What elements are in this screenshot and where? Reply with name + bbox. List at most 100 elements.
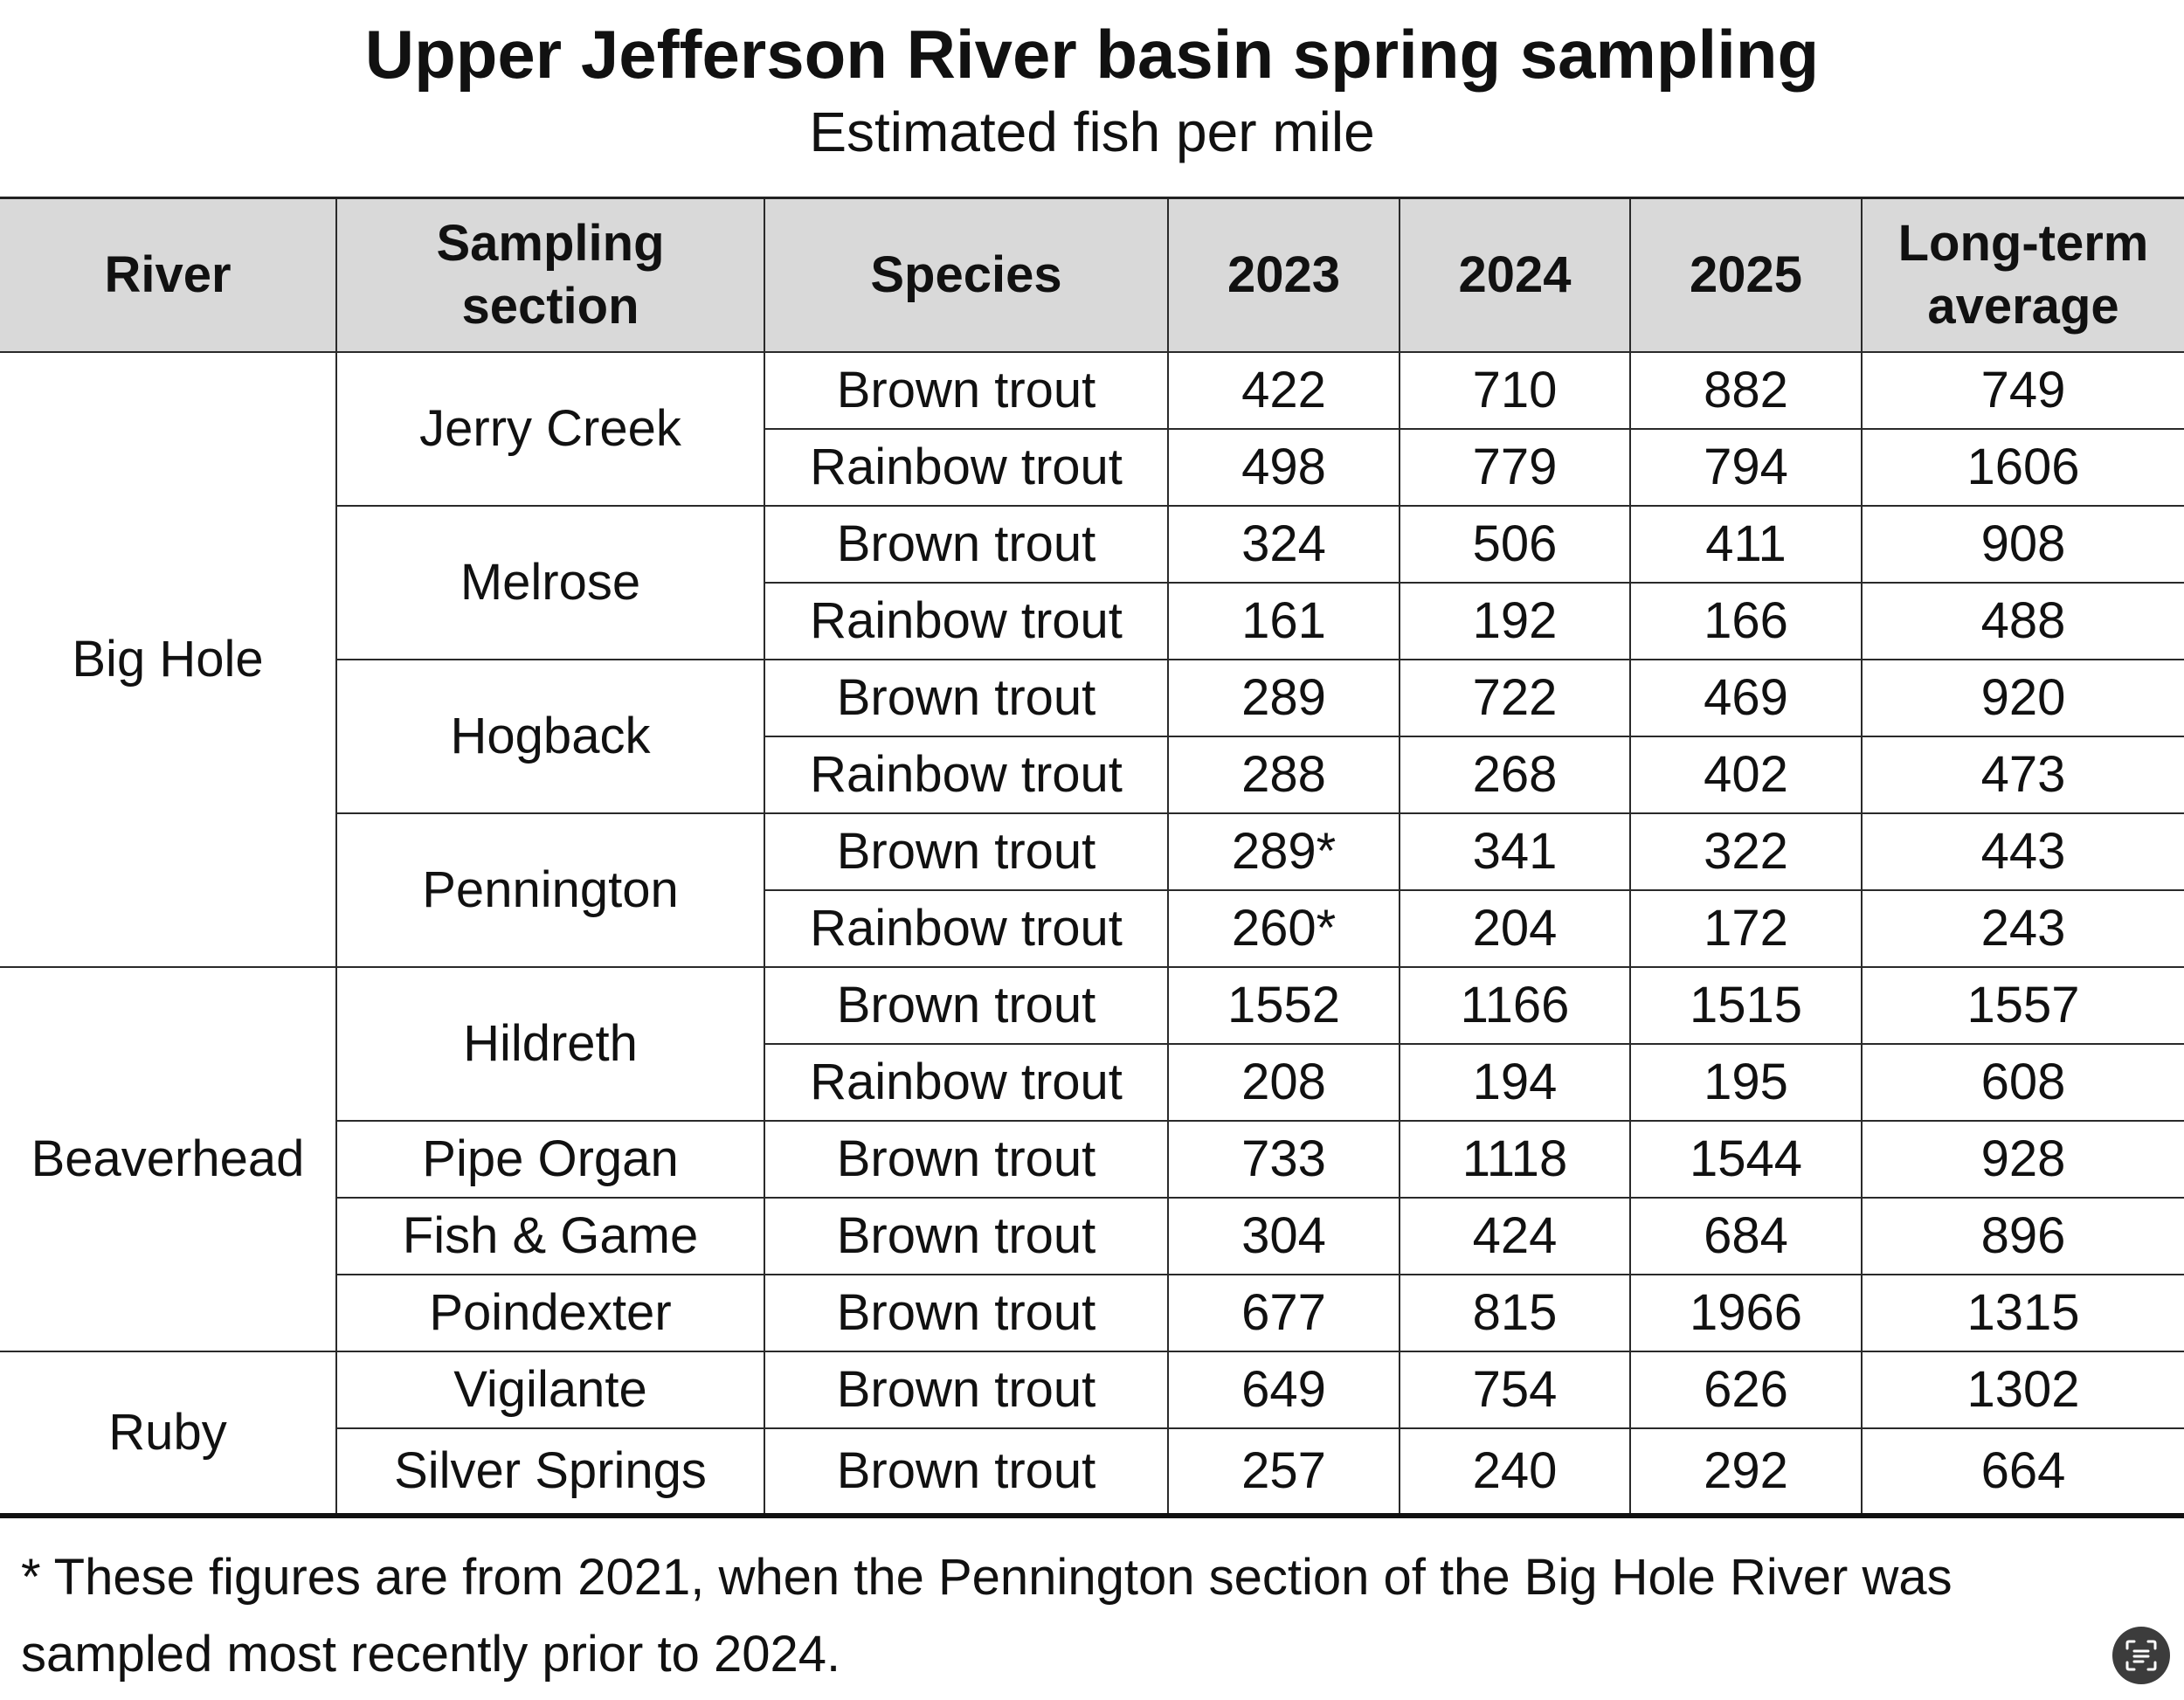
species-cell: Brown trout bbox=[764, 1351, 1169, 1429]
col-header-average: Long-term average bbox=[1861, 197, 2184, 353]
value-2023-cell: 1552 bbox=[1167, 966, 1400, 1045]
value-2023-cell: 649 bbox=[1167, 1351, 1400, 1429]
value-2023-cell: 422 bbox=[1167, 351, 1400, 430]
section-cell-pennington: Pennington bbox=[336, 812, 765, 968]
value-average-cell: 928 bbox=[1861, 1120, 2184, 1199]
section-cell-vigilante: Vigilante bbox=[335, 1351, 765, 1429]
value-2025-cell: 402 bbox=[1629, 736, 1863, 814]
species-cell: Brown trout bbox=[764, 812, 1169, 891]
value-2023-cell: 677 bbox=[1167, 1274, 1400, 1352]
table-row: Hogback Brown trout 289 722 469 920 bbox=[0, 659, 2184, 814]
species-cell: Brown trout bbox=[764, 1274, 1169, 1352]
species-cell: Rainbow trout bbox=[764, 736, 1169, 814]
section-cell-hogback: Hogback bbox=[336, 659, 765, 814]
species-cell: Brown trout bbox=[764, 1120, 1169, 1199]
value-2025-cell: 626 bbox=[1629, 1351, 1863, 1429]
species-cell: Rainbow trout bbox=[764, 1043, 1169, 1122]
value-2024-cell: 815 bbox=[1399, 1274, 1631, 1352]
col-header-section-line2: section bbox=[461, 278, 639, 335]
value-average-cell: 1302 bbox=[1861, 1351, 2184, 1429]
species-cell: Brown trout bbox=[764, 1197, 1169, 1275]
value-2023-cell: 161 bbox=[1167, 582, 1400, 660]
table-row: Rainbow trout 208 194 195 608 bbox=[0, 1043, 2184, 1122]
fish-sampling-table: River Sampling section Species 2023 2024… bbox=[0, 197, 2184, 1518]
value-2025-cell: 1515 bbox=[1629, 966, 1863, 1045]
table-row: Pennington Brown trout 289* 341 322 443 bbox=[0, 812, 2184, 968]
col-header-species: Species bbox=[764, 197, 1169, 353]
value-2024-cell: 268 bbox=[1399, 736, 1631, 814]
value-average-cell: 908 bbox=[1861, 505, 2184, 584]
species-cell: Brown trout bbox=[764, 1427, 1169, 1517]
value-2025-cell: 411 bbox=[1629, 505, 1863, 584]
value-2024-cell: 1118 bbox=[1399, 1120, 1631, 1199]
value-2024-cell: 710 bbox=[1399, 351, 1631, 430]
section-cell-silver-springs: Silver Springs bbox=[336, 1427, 765, 1517]
value-2025-cell: 882 bbox=[1629, 351, 1863, 430]
section-cell-jerry-creek: Jerry Creek bbox=[335, 351, 765, 507]
species-cell: Brown trout bbox=[764, 351, 1169, 430]
footnote: * These figures are from 2021, when the … bbox=[21, 1539, 2153, 1693]
table-row: Rainbow trout 161 192 166 488 bbox=[0, 582, 2184, 660]
col-header-river: River bbox=[0, 197, 337, 353]
footnote-line1: * These figures are from 2021, when the … bbox=[21, 1549, 1952, 1606]
value-2024-cell: 204 bbox=[1399, 889, 1631, 968]
value-2023-cell: 304 bbox=[1167, 1197, 1400, 1275]
value-2023-cell: 324 bbox=[1167, 505, 1400, 584]
value-average-cell: 1315 bbox=[1861, 1274, 2184, 1352]
river-cell-big-hole: Big Hole bbox=[0, 351, 337, 968]
river-cell-ruby: Ruby bbox=[0, 1351, 337, 1517]
table-row: Melrose Brown trout 324 506 411 908 bbox=[0, 505, 2184, 660]
value-2024-cell: 192 bbox=[1399, 582, 1631, 660]
value-2024-cell: 424 bbox=[1399, 1197, 1631, 1275]
value-2025-cell: 469 bbox=[1629, 659, 1863, 737]
value-average-cell: 896 bbox=[1861, 1197, 2184, 1275]
scan-text-icon[interactable] bbox=[2112, 1627, 2170, 1684]
value-2024-cell: 1166 bbox=[1399, 966, 1631, 1045]
section-cell-hildreth: Hildreth bbox=[335, 966, 765, 1122]
value-2025-cell: 166 bbox=[1629, 582, 1863, 660]
value-2023-cell: 288 bbox=[1167, 736, 1400, 814]
col-header-average-line2: average bbox=[1927, 278, 2119, 335]
value-2024-cell: 506 bbox=[1399, 505, 1631, 584]
section-cell-fish-and-game: Fish & Game bbox=[336, 1197, 765, 1275]
table-row: Silver Springs Brown trout 257 240 292 6… bbox=[0, 1427, 2184, 1517]
value-2023-cell: 498 bbox=[1167, 428, 1400, 507]
value-2024-cell: 194 bbox=[1399, 1043, 1631, 1122]
value-average-cell: 243 bbox=[1861, 889, 2184, 968]
value-2024-cell: 754 bbox=[1399, 1351, 1631, 1429]
value-average-cell: 473 bbox=[1861, 736, 2184, 814]
value-average-cell: 1606 bbox=[1861, 428, 2184, 507]
table-row: Pipe Organ Brown trout 733 1118 1544 928 bbox=[0, 1120, 2184, 1199]
table-row: Ruby Vigilante Brown trout 649 754 626 1… bbox=[0, 1351, 2184, 1517]
col-header-2023: 2023 bbox=[1167, 197, 1400, 353]
species-cell: Rainbow trout bbox=[764, 889, 1169, 968]
value-average-cell: 488 bbox=[1861, 582, 2184, 660]
value-2025-cell: 292 bbox=[1629, 1427, 1863, 1517]
value-average-cell: 664 bbox=[1861, 1427, 2184, 1517]
species-cell: Rainbow trout bbox=[764, 428, 1169, 507]
value-average-cell: 608 bbox=[1861, 1043, 2184, 1122]
value-2024-cell: 341 bbox=[1399, 812, 1631, 891]
value-average-cell: 443 bbox=[1861, 812, 2184, 891]
table-row: Big Hole Jerry Creek Brown trout 422 710… bbox=[0, 351, 2184, 968]
value-2025-cell: 684 bbox=[1629, 1197, 1863, 1275]
value-2025-cell: 172 bbox=[1629, 889, 1863, 968]
river-cell-beaverhead: Beaverhead bbox=[0, 966, 337, 1352]
value-average-cell: 749 bbox=[1861, 351, 2184, 430]
table-row: Fish & Game Brown trout 304 424 684 896 bbox=[0, 1197, 2184, 1275]
value-2025-cell: 794 bbox=[1629, 428, 1863, 507]
species-cell: Brown trout bbox=[764, 659, 1169, 737]
value-2023-cell: 260* bbox=[1167, 889, 1400, 968]
table-row: Poindexter Brown trout 677 815 1966 1315 bbox=[0, 1274, 2184, 1352]
species-cell: Brown trout bbox=[764, 966, 1169, 1045]
value-2023-cell: 289* bbox=[1167, 812, 1400, 891]
table-row: Rainbow trout 498 779 794 1606 bbox=[0, 428, 2184, 507]
value-2023-cell: 733 bbox=[1167, 1120, 1400, 1199]
scan-text-glyph bbox=[2125, 1640, 2157, 1671]
value-2024-cell: 240 bbox=[1399, 1427, 1631, 1517]
value-2025-cell: 195 bbox=[1629, 1043, 1863, 1122]
section-cell-melrose: Melrose bbox=[336, 505, 765, 660]
value-2023-cell: 289 bbox=[1167, 659, 1400, 737]
value-2023-cell: 208 bbox=[1167, 1043, 1400, 1122]
col-header-section: Sampling section bbox=[335, 197, 765, 353]
